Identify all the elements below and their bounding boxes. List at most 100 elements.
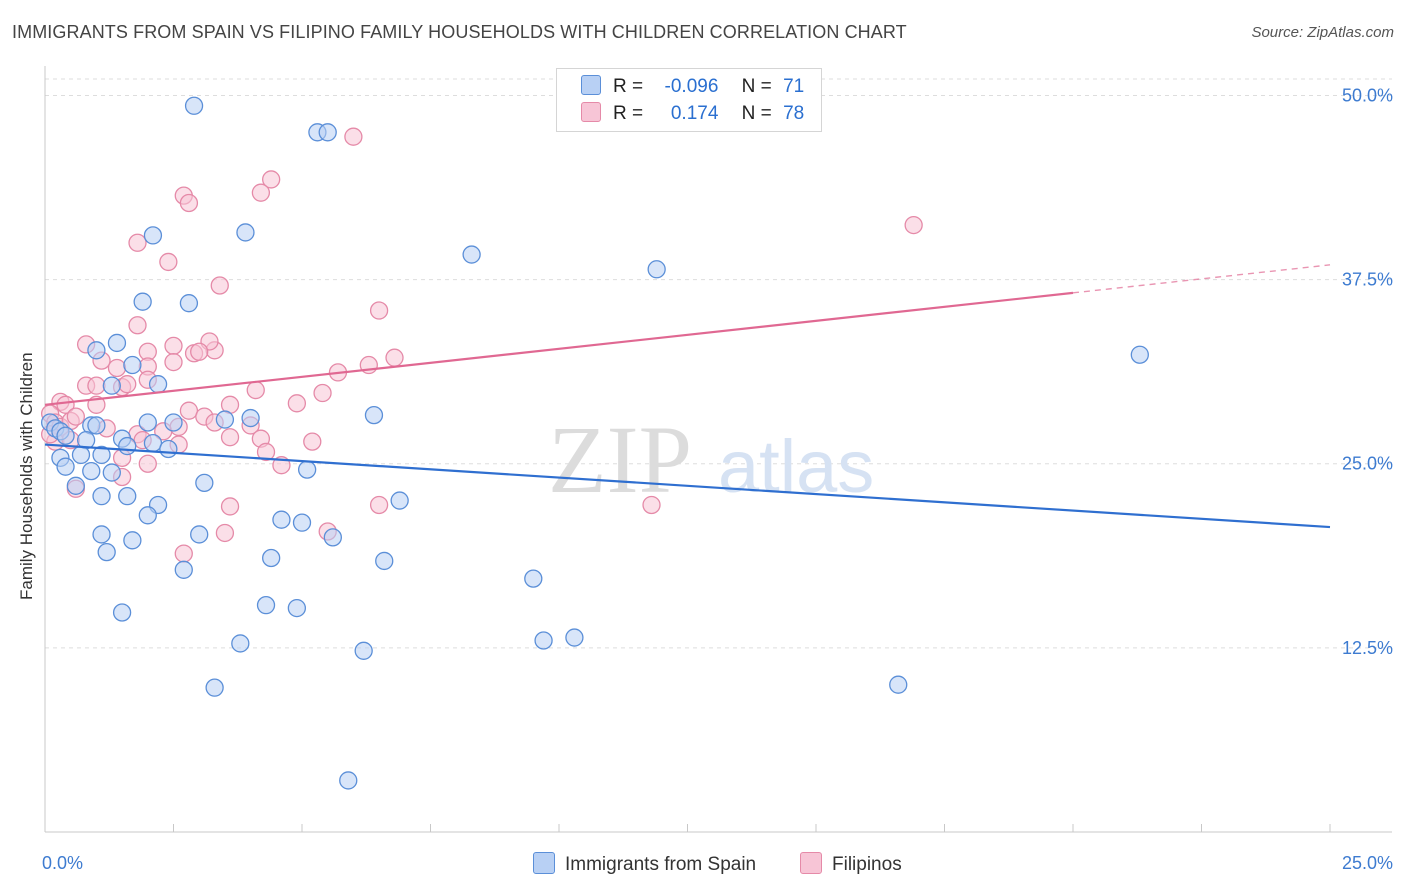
spain-point xyxy=(133,292,152,311)
spain-point xyxy=(534,631,553,650)
source-note: Source: ZipAtlas.com xyxy=(1251,24,1394,41)
spain-point xyxy=(1130,345,1149,364)
legend-n-label: N = xyxy=(741,103,772,124)
spain-point xyxy=(102,463,121,482)
spain-point xyxy=(524,569,543,588)
spain-point xyxy=(565,628,584,647)
spain-point xyxy=(272,510,291,529)
filipinos-trend-extension xyxy=(1072,264,1331,294)
filipinos-point xyxy=(159,252,178,272)
spain-point xyxy=(256,595,276,615)
spain-point xyxy=(56,426,75,445)
filipinos-point xyxy=(904,215,923,235)
series-legend-spain: Immigrants from Spain xyxy=(533,852,756,876)
spain-point xyxy=(87,416,106,435)
spain-point xyxy=(82,461,101,481)
filipinos-point xyxy=(256,442,276,462)
spain-point xyxy=(97,542,116,562)
spain-point xyxy=(66,476,85,495)
filipinos-point xyxy=(87,376,106,395)
legend-n-filipinos: 78 xyxy=(783,103,805,124)
filipinos-point xyxy=(107,358,127,378)
spain-point xyxy=(112,603,132,622)
legend-r-filipinos: 0.174 xyxy=(670,103,719,124)
legend-r-label: R = xyxy=(613,76,644,97)
tick-labels: 12.5% 25.0% 37.5% 50.0% 0.0% 25.0% xyxy=(42,85,1393,873)
spain-point xyxy=(364,405,384,425)
filipinos-point xyxy=(287,394,307,413)
series-label-filipinos: Filipinos xyxy=(832,854,902,875)
chart-title: IMMIGRANTS FROM SPAIN VS FILIPINO FAMILY… xyxy=(12,22,907,42)
filipinos-point xyxy=(344,127,363,146)
legend-r-label: R = xyxy=(613,103,644,124)
spain-point xyxy=(87,341,106,360)
series-label-spain: Immigrants from Spain xyxy=(565,854,757,875)
spain-trend-line xyxy=(44,443,1331,529)
spain-point xyxy=(292,513,312,532)
x-tick-label: 25.0% xyxy=(1342,853,1393,873)
spain-point xyxy=(205,678,224,697)
filipinos-point xyxy=(215,523,235,543)
spain-point xyxy=(143,226,163,245)
spain-point xyxy=(71,445,91,465)
filipinos-point xyxy=(251,183,271,202)
spain-point xyxy=(195,473,214,493)
spain-point xyxy=(107,333,127,353)
filipinos-point xyxy=(303,432,322,451)
spain-point xyxy=(138,413,157,432)
y-axis-title: Family Households with Children xyxy=(17,352,36,600)
filipinos-point xyxy=(220,428,240,447)
spain-point xyxy=(190,525,209,544)
correlation-legend: R = -0.096 N = 71 R = 0.174 N = 78 xyxy=(556,68,822,132)
series-legend-filipinos: Filipinos xyxy=(800,852,902,876)
filipinos-point xyxy=(66,407,85,426)
filipinos-point xyxy=(246,380,265,400)
legend-n-spain: 71 xyxy=(783,76,805,97)
legend-swatch-spain xyxy=(581,75,601,95)
filipinos-point xyxy=(385,348,404,367)
filipinos-point xyxy=(220,497,240,516)
filipinos-point xyxy=(313,383,332,403)
spain-point xyxy=(143,433,163,453)
legend-n-label: N = xyxy=(741,76,772,97)
filipinos-point xyxy=(369,495,389,515)
spain-point xyxy=(159,439,178,459)
spain-point xyxy=(262,548,281,568)
watermark-zip: ZIP xyxy=(548,406,692,513)
spain-point xyxy=(92,486,111,506)
spain-points xyxy=(40,96,1149,790)
filipinos-point xyxy=(164,352,183,372)
spain-point xyxy=(390,491,409,510)
spain-point xyxy=(118,436,137,456)
filipinos-point xyxy=(190,342,209,361)
legend-row-spain: R = -0.096 N = 71 xyxy=(581,75,804,99)
filipinos-point xyxy=(369,301,389,320)
spain-point xyxy=(287,598,307,618)
watermark-atlas: atlas xyxy=(718,425,874,508)
axes xyxy=(44,66,1392,833)
spain-point xyxy=(323,528,342,547)
spain-point xyxy=(184,96,204,115)
filipinos-point xyxy=(118,375,137,394)
filipinos-point xyxy=(262,170,281,189)
filipinos-point xyxy=(164,336,183,356)
spain-point xyxy=(339,771,358,790)
y-tick-label: 50.0% xyxy=(1342,85,1393,105)
spain-point xyxy=(179,294,199,313)
series-swatch-spain xyxy=(533,852,555,874)
filipinos-point xyxy=(642,495,661,515)
spain-point xyxy=(56,457,75,476)
spain-point xyxy=(375,551,394,571)
spain-point xyxy=(647,260,666,279)
filipinos-point xyxy=(138,454,157,473)
legend-row-filipinos: R = 0.174 N = 78 xyxy=(581,102,804,126)
spain-point xyxy=(889,675,908,694)
spain-point xyxy=(297,460,317,479)
spain-point xyxy=(174,560,193,579)
trend-lines xyxy=(44,264,1331,529)
spain-point xyxy=(118,486,137,506)
y-tick-label: 37.5% xyxy=(1342,270,1393,290)
filipinos-point xyxy=(174,544,193,563)
watermark: ZIP atlas xyxy=(548,406,874,513)
